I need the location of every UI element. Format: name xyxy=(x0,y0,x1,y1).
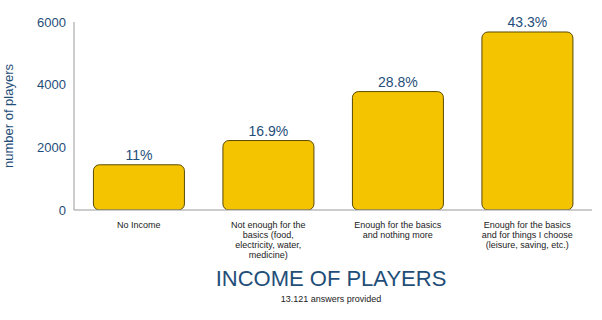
svg-text:4000: 4000 xyxy=(37,77,66,92)
svg-text:Enough for the basicsand nothi: Enough for the basicsand nothing more xyxy=(354,220,442,240)
svg-text:16.9%: 16.9% xyxy=(249,123,289,139)
svg-text:43.3%: 43.3% xyxy=(508,14,548,30)
svg-text:11%: 11% xyxy=(125,147,152,163)
html-text:INCOME OF PLAYERS: INCOME OF PLAYERS xyxy=(215,266,447,291)
svg-text:0: 0 xyxy=(59,203,66,218)
svg-text:28.8%: 28.8% xyxy=(378,74,418,90)
html-text:13.121 answers provided: 13.121 answers provided xyxy=(280,294,382,304)
svg-text:2000: 2000 xyxy=(37,140,66,155)
svg-text:Not enough for thebasics (food: Not enough for thebasics (food,electrici… xyxy=(231,220,306,260)
svg-text:Enough for the basicsand for t: Enough for the basicsand for things I ch… xyxy=(482,220,573,250)
svg-text:No Income: No Income xyxy=(117,220,161,230)
svg-text:number of players: number of players xyxy=(1,63,16,168)
svg-text:6000: 6000 xyxy=(37,15,66,30)
